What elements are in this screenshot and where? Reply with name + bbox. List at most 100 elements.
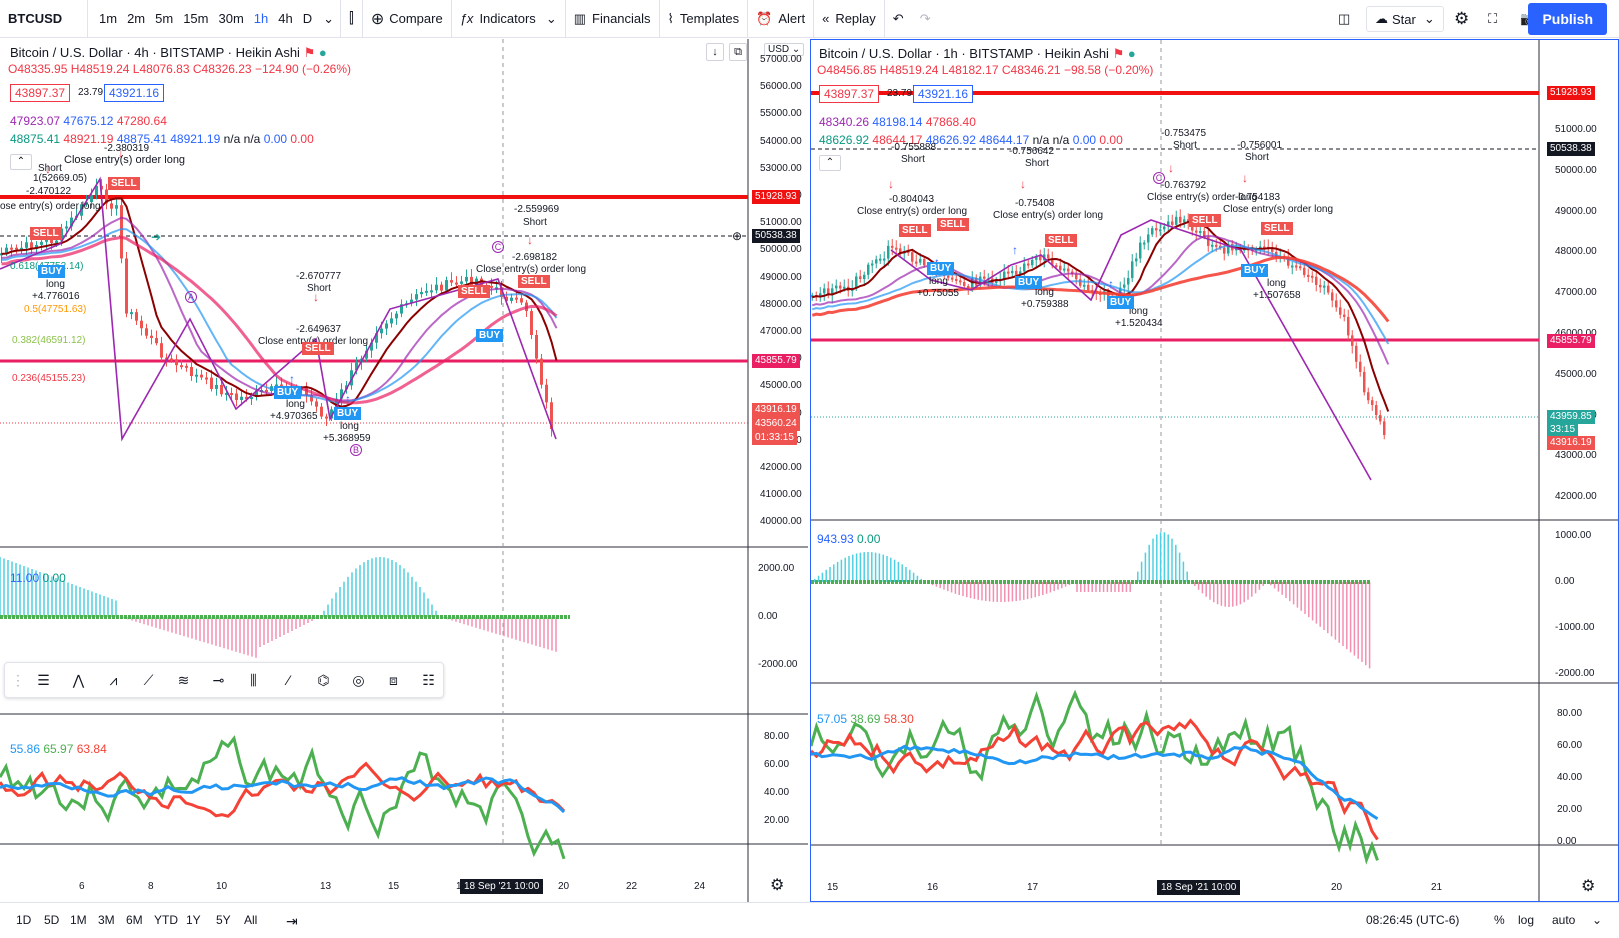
compare-button[interactable]: ⊕ Compare [363, 0, 452, 38]
price-tag-bid: 43560.24 [752, 417, 800, 431]
horizontal-lines-icon[interactable]: ☰ [37, 671, 50, 688]
auto-toggle[interactable]: auto [1552, 913, 1576, 927]
list-tool-icon[interactable]: ☷ [422, 671, 435, 688]
strat-v7: 0.00 [1072, 133, 1097, 147]
settings-gear-icon[interactable]: ⚙ [770, 877, 785, 894]
maximize-icon[interactable]: ⧉ [729, 43, 747, 61]
chevron-down-icon[interactable]: ⌄ [1592, 913, 1603, 927]
trade-annotation: long [1035, 287, 1054, 298]
parallel-channel-icon[interactable]: ⧈ [389, 671, 398, 688]
zigzag-icon[interactable]: ⋀ [72, 671, 85, 688]
zigzag-line [0, 176, 557, 442]
left-chart-canvas[interactable]: ↓↓↓↓↑↑↑➔ [0, 39, 808, 902]
signal-arrow: ↑ [1108, 277, 1114, 291]
rsi-tick: 40.00 [764, 787, 790, 798]
price-tick: 48000.00 [760, 298, 802, 310]
undo-icon[interactable]: ↶ [892, 10, 904, 26]
tf-D[interactable]: D [302, 11, 313, 26]
settings-gear-icon[interactable]: ⚙ [1581, 878, 1596, 895]
range-1D[interactable]: 1D [16, 913, 32, 927]
range-5Y[interactable]: 5Y [216, 913, 231, 927]
candle-body [25, 242, 28, 248]
candle-body [365, 350, 368, 359]
layout-icon[interactable]: ◫ [1338, 10, 1351, 26]
strat-v5: n/a [223, 132, 241, 146]
fullscreen-icon[interactable]: ⛶ [1488, 10, 1498, 26]
alert-button[interactable]: ⏰ Alert [748, 0, 815, 38]
range-5D[interactable]: 5D [44, 913, 60, 927]
left-rsi-legend: 55.86 65.97 63.84 [10, 742, 107, 756]
range-All[interactable]: All [244, 913, 258, 927]
price-tick: 48000.00 [1555, 246, 1597, 258]
trade-annotation: Short [1245, 152, 1269, 163]
publish-button[interactable]: Publish [1528, 3, 1607, 35]
time-tick: 24 [694, 881, 706, 892]
candle-body [110, 203, 113, 209]
tf-30m[interactable]: 30m [218, 11, 244, 26]
right-chart-pane[interactable]: ↓↓↓↓↑↑↑↑ Bitcoin / U.S. Dollar · 1h · BI… [810, 39, 1619, 902]
signal-arrow: ↓ [1020, 177, 1026, 191]
trade-annotation: 1(52669.05) [33, 173, 87, 184]
collapse-legend-icon[interactable]: ⌃ [819, 155, 841, 171]
line-icon[interactable]: ⁄ [287, 672, 290, 688]
star-button[interactable]: ☁ Star ⌄ [1366, 6, 1444, 32]
horizontal-ray-icon[interactable]: ⊸ [212, 671, 225, 688]
price-tick: 51000.00 [1555, 124, 1597, 135]
candle-body [460, 281, 463, 284]
signal-arrow: ↑ [289, 372, 295, 386]
collapse-legend-icon[interactable]: ⌃ [10, 154, 32, 170]
range-1M[interactable]: 1M [70, 913, 87, 927]
right-chart-canvas[interactable]: ↓↓↓↓↑↑↑↑ [811, 40, 1619, 902]
vertical-lines-icon[interactable]: ⫼ [250, 671, 257, 688]
candle-body [280, 384, 283, 387]
tf-4h[interactable]: 4h [278, 11, 293, 26]
chart-type-icon[interactable]: ⫿ [341, 0, 363, 38]
redo-icon[interactable]: ↷ [919, 10, 931, 26]
scroll-down-icon[interactable]: ↓ [706, 43, 724, 61]
replay-button[interactable]: « Replay [814, 0, 885, 38]
candle-body [35, 244, 38, 250]
abc-pattern-icon[interactable]: ⩘ [109, 671, 118, 688]
trend-line-icon[interactable]: ⟋ [143, 671, 154, 688]
tf-dropdown-icon[interactable]: ⌄ [317, 0, 342, 38]
range-3M[interactable]: 3M [98, 913, 115, 927]
clock-time[interactable]: 08:26:45 (UTC-6) [1366, 913, 1460, 927]
tf-1m[interactable]: 1m [99, 11, 118, 26]
ohlc-close: C48346.21 [1001, 63, 1061, 77]
indicators-label: Indicators [479, 11, 536, 26]
log-toggle[interactable]: log [1518, 913, 1535, 927]
templates-button[interactable]: ⌇ Templates [660, 0, 749, 38]
candle-body [1047, 254, 1050, 259]
date-range-icon[interactable]: ⇥ [286, 913, 298, 929]
rsi-val-2: 65.97 [43, 742, 74, 756]
add-plus-icon[interactable]: ⊕ [732, 229, 743, 243]
range-6M[interactable]: 6M [126, 913, 143, 927]
macd-tick: -2000.00 [758, 659, 798, 670]
range-YTD[interactable]: YTD [154, 913, 178, 927]
replay-label: Replay [835, 11, 876, 26]
pattern-icon[interactable]: ⌬ [317, 671, 330, 688]
drag-handle-icon[interactable]: ⋮ [11, 671, 25, 688]
settings-gear-icon[interactable]: ⚙ [1454, 8, 1470, 28]
tf-5m[interactable]: 5m [155, 11, 174, 26]
circle-tool-icon[interactable]: ◎ [352, 671, 365, 688]
candle-body [255, 390, 258, 397]
range-1Y[interactable]: 1Y [186, 913, 201, 927]
spread-value: 23.79 [887, 88, 913, 99]
percent-toggle[interactable]: % [1494, 913, 1505, 927]
tf-15m[interactable]: 15m [183, 11, 209, 26]
currency-selector[interactable]: USD ⌄ [764, 43, 805, 56]
candle-body [1311, 275, 1314, 278]
fib-icon[interactable]: ≋ [177, 671, 190, 688]
tf-1h[interactable]: 1h [253, 11, 269, 26]
financials-button[interactable]: ▥ Financials [566, 0, 660, 38]
time-tick: 20 [1331, 882, 1343, 893]
tf-2m[interactable]: 2m [127, 11, 146, 26]
signal-arrow: ↓ [888, 177, 894, 191]
price-tick: 40000.00 [760, 516, 802, 528]
status-dot-icon: ● [318, 45, 327, 60]
left-chart-pane[interactable]: ↓↓↓↓↑↑↑➔ Bitcoin / U.S. Dollar · 4h · BI… [0, 39, 808, 902]
indicators-button[interactable]: ƒx Indicators ⌄ [452, 0, 566, 38]
symbol-search[interactable]: BTCUSD [0, 0, 88, 38]
price-tag-dark: 50538.38 [1547, 142, 1595, 156]
